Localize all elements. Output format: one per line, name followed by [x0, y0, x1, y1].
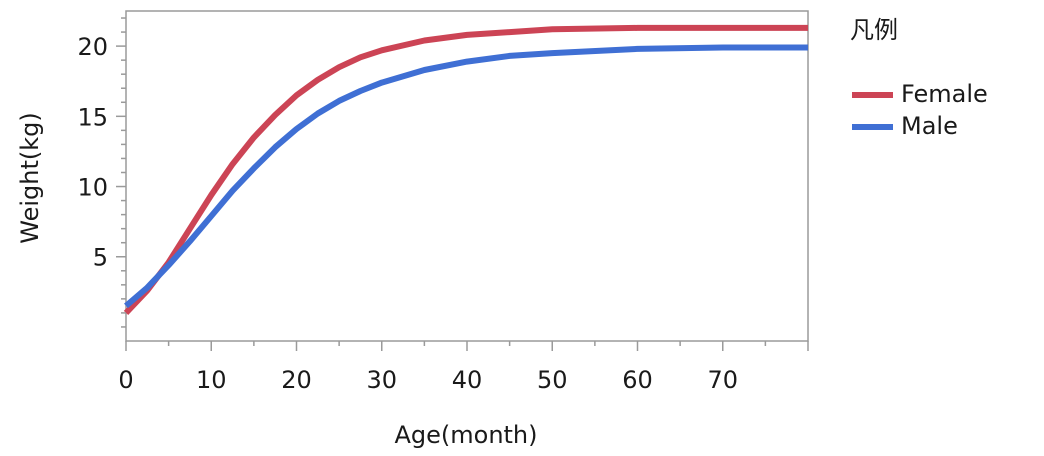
y-tick-label: 5	[93, 244, 108, 272]
series-line-male	[124, 44, 808, 309]
x-tick-label: 70	[707, 366, 738, 394]
y-tick-label: 10	[77, 174, 108, 202]
x-tick-label: 60	[622, 366, 653, 394]
x-tick-label: 40	[452, 366, 483, 394]
x-tick-label: 30	[366, 366, 397, 394]
series-line-female	[123, 24, 808, 315]
legend-label-male: Male	[901, 112, 958, 140]
x-tick-label: 0	[118, 366, 133, 394]
y-axis: 5 10 15 20	[77, 17, 126, 328]
y-tick-label: 20	[77, 33, 108, 61]
x-tick-label: 10	[196, 366, 227, 394]
x-tick-label: 50	[537, 366, 568, 394]
legend-label-female: Female	[901, 80, 988, 108]
x-tick-label: 20	[281, 366, 312, 394]
legend: 凡例 Female Male	[850, 16, 988, 140]
x-axis: 0 10 20 30 40 50 60 70	[118, 341, 809, 394]
series-lines	[123, 24, 808, 315]
legend-title: 凡例	[850, 16, 898, 44]
x-axis-title: Age(month)	[394, 421, 537, 449]
y-axis-title: Weight(kg)	[16, 112, 44, 243]
y-tick-label: 15	[77, 103, 108, 131]
